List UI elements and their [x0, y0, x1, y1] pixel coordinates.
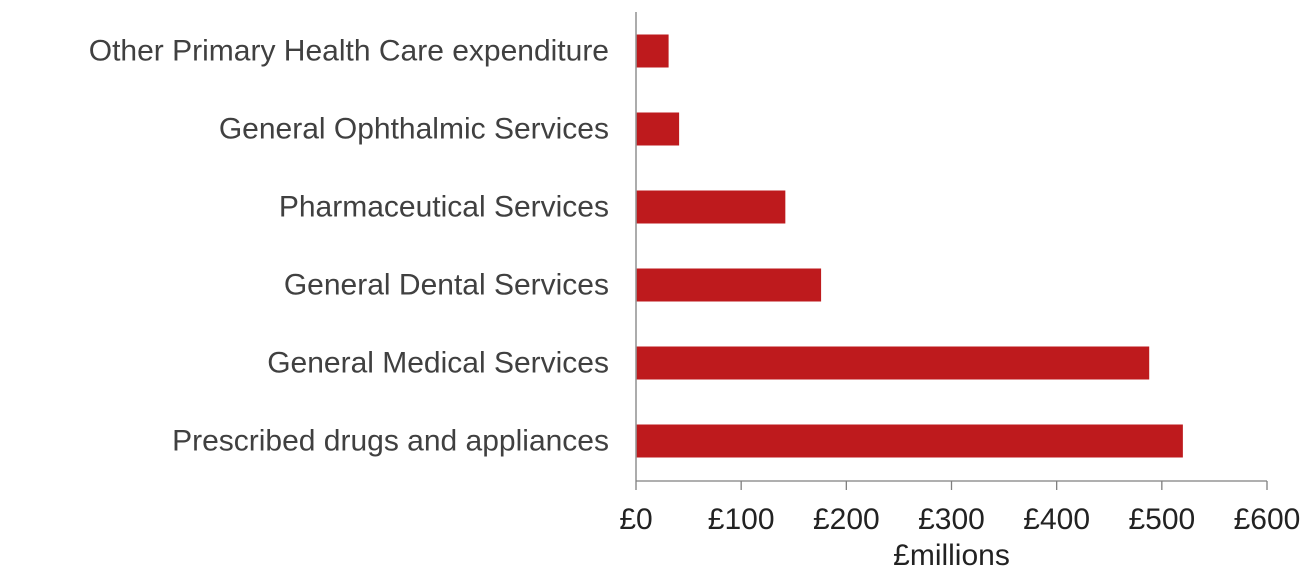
bar: [636, 268, 822, 302]
category-label: General Ophthalmic Services: [219, 113, 609, 146]
x-axis-ticks: £0 £100 £200 £300 £400 £500 £600: [619, 481, 1300, 536]
x-tick-label: £300: [918, 503, 985, 536]
category-labels: Other Primary Health Care expenditure Gen…: [89, 35, 609, 458]
x-tick-label: £400: [1023, 503, 1090, 536]
x-tick-label: £100: [708, 503, 775, 536]
bar: [636, 346, 1150, 380]
category-label: General Medical Services: [267, 347, 609, 380]
x-tick-label: £600: [1234, 503, 1301, 536]
category-label: Prescribed drugs and appliances: [172, 425, 609, 458]
bar: [636, 190, 786, 224]
bars: [636, 34, 1183, 458]
x-axis-title: £millions: [893, 539, 1010, 572]
x-tick-label: £500: [1128, 503, 1195, 536]
x-tick-label: £0: [619, 503, 652, 536]
bar: [636, 34, 669, 68]
category-label: Pharmaceutical Services: [279, 191, 609, 224]
bar: [636, 112, 680, 146]
category-label: General Dental Services: [284, 269, 609, 302]
x-tick-label: £200: [813, 503, 880, 536]
bar: [636, 424, 1183, 458]
category-label: Other Primary Health Care expenditure: [89, 35, 609, 68]
